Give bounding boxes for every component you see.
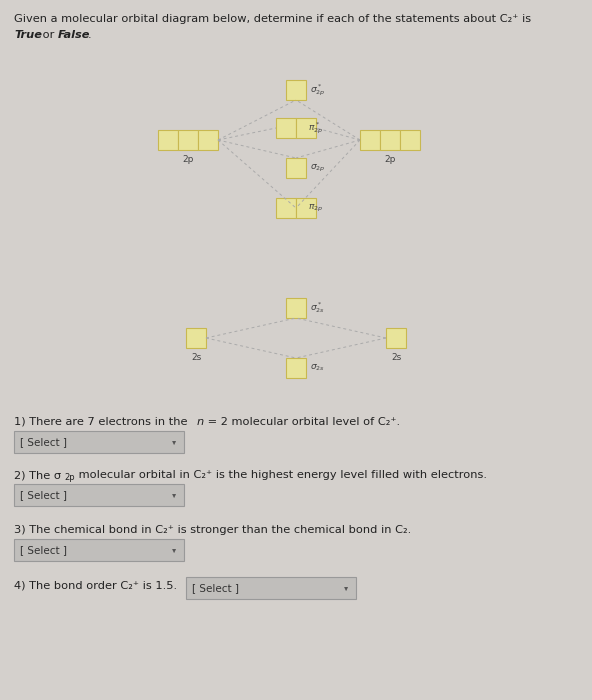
- Text: $\sigma^*_{2s}$: $\sigma^*_{2s}$: [310, 300, 325, 316]
- Bar: [296, 198, 316, 218]
- Text: 2s: 2s: [391, 353, 401, 362]
- Text: .: .: [88, 30, 92, 40]
- Text: $\sigma^*_{2p}$: $\sigma^*_{2p}$: [310, 82, 326, 98]
- Bar: [360, 130, 380, 150]
- Text: ▸: ▸: [169, 548, 179, 552]
- Text: or: or: [39, 30, 58, 40]
- Bar: [276, 198, 296, 218]
- Bar: [14, 431, 184, 453]
- Text: 1) There are 7 electrons in the: 1) There are 7 electrons in the: [14, 417, 191, 427]
- Text: $\pi_{2p}$: $\pi_{2p}$: [308, 202, 323, 214]
- Text: ▸: ▸: [169, 440, 179, 444]
- Text: 2p: 2p: [64, 473, 75, 482]
- Text: ▸: ▸: [169, 493, 179, 497]
- Bar: [286, 80, 306, 100]
- Bar: [380, 130, 400, 150]
- Bar: [198, 130, 218, 150]
- Bar: [296, 118, 316, 138]
- Bar: [386, 328, 406, 348]
- Text: = 2 molecular orbital level of C₂⁺.: = 2 molecular orbital level of C₂⁺.: [204, 417, 400, 427]
- Text: $\sigma_{2p}$: $\sigma_{2p}$: [310, 162, 326, 174]
- Bar: [186, 328, 206, 348]
- Bar: [178, 130, 198, 150]
- Bar: [158, 130, 178, 150]
- Text: False: False: [58, 30, 91, 40]
- Bar: [14, 539, 184, 561]
- Text: 3) The chemical bond in C₂⁺ is stronger than the chemical bond in C₂.: 3) The chemical bond in C₂⁺ is stronger …: [14, 525, 411, 535]
- Text: molecular orbital in C₂⁺ is the highest energy level filled with electrons.: molecular orbital in C₂⁺ is the highest …: [75, 470, 487, 480]
- Bar: [286, 158, 306, 178]
- Bar: [14, 484, 184, 506]
- Text: [ Select ]: [ Select ]: [20, 437, 67, 447]
- Text: 2p: 2p: [384, 155, 395, 164]
- Text: [ Select ]: [ Select ]: [192, 583, 239, 593]
- Bar: [400, 130, 420, 150]
- Text: ▸: ▸: [342, 586, 350, 590]
- Text: Given a molecular orbital diagram below, determine if each of the statements abo: Given a molecular orbital diagram below,…: [14, 14, 531, 24]
- Text: True: True: [14, 30, 42, 40]
- Text: [ Select ]: [ Select ]: [20, 545, 67, 555]
- Bar: [286, 298, 306, 318]
- Bar: [286, 358, 306, 378]
- Text: 4) The bond order C₂⁺ is 1.5.: 4) The bond order C₂⁺ is 1.5.: [14, 580, 181, 590]
- Text: 2s: 2s: [191, 353, 201, 362]
- Bar: [186, 577, 356, 599]
- Text: $\sigma_{2s}$: $\sigma_{2s}$: [310, 363, 325, 373]
- Text: 2) The σ: 2) The σ: [14, 470, 61, 480]
- Bar: [276, 118, 296, 138]
- Text: n: n: [197, 417, 204, 427]
- Text: [ Select ]: [ Select ]: [20, 490, 67, 500]
- Text: 2p: 2p: [182, 155, 194, 164]
- Text: $\pi^*_{2p}$: $\pi^*_{2p}$: [308, 120, 323, 136]
